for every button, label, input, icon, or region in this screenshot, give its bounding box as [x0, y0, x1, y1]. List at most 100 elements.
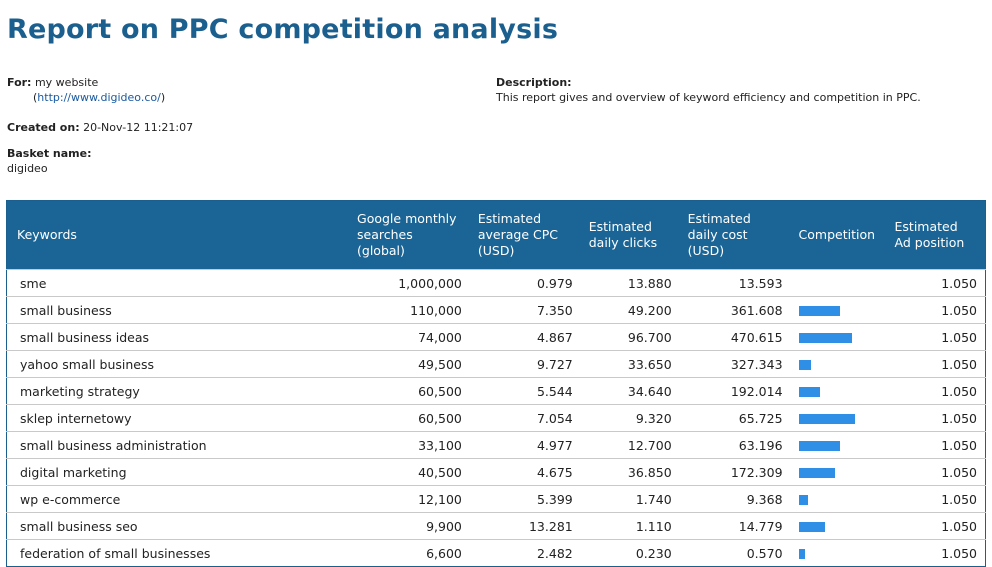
cost-cell: 63.196	[679, 431, 791, 459]
created-label: Created on:	[7, 121, 80, 134]
searches-cell: 40,500	[349, 458, 470, 486]
competition-cell	[790, 296, 887, 324]
searches-cell: 74,000	[349, 323, 470, 351]
position-cell: 1.050	[886, 485, 986, 513]
description-block: Description: This report gives and overv…	[496, 75, 921, 105]
competition-cell	[790, 458, 887, 486]
keyword-cell: marketing strategy	[6, 377, 350, 405]
cost-cell: 327.343	[679, 350, 791, 378]
cpc-cell: 5.399	[469, 485, 581, 513]
cost-cell: 13.593	[679, 269, 791, 297]
searches-cell: 6,600	[349, 539, 470, 567]
cpc-cell: 7.054	[469, 404, 581, 432]
searches-cell: 33,100	[349, 431, 470, 459]
clicks-cell: 96.700	[580, 323, 680, 351]
competition-bar	[798, 360, 811, 370]
cpc-cell: 2.482	[469, 539, 581, 567]
position-cell: 1.050	[886, 404, 986, 432]
searches-cell: 9,900	[349, 512, 470, 540]
url-close-paren: )	[160, 91, 166, 104]
table-row: digital marketing 40,500 4.675 36.850 172.30…	[6, 458, 986, 486]
competition-bar	[798, 333, 852, 343]
searches-cell: 12,100	[349, 485, 470, 513]
competition-bar	[798, 522, 825, 532]
competition-cell	[790, 431, 887, 459]
table-row: wp e-commerce 12,100 5.399 1.740 9.368 1.050	[6, 485, 986, 513]
table-row: yahoo small business 49,500 9.727 33.650 327…	[6, 350, 986, 378]
for-url-wrap: (http://www.digideo.co/)	[7, 91, 165, 104]
cost-cell: 14.779	[679, 512, 791, 540]
cost-cell: 172.309	[679, 458, 791, 486]
searches-cell: 110,000	[349, 296, 470, 324]
cpc-cell: 9.727	[469, 350, 581, 378]
table-row: small business ideas 74,000 4.867 96.700 470…	[6, 323, 986, 351]
col-header-cpc: Estimated average CPC (USD)	[469, 200, 581, 270]
competition-cell	[790, 323, 887, 351]
clicks-cell: 36.850	[580, 458, 680, 486]
keyword-cell: federation of small businesses	[6, 539, 350, 567]
basket-block: Basket name: digideo	[7, 146, 92, 176]
cost-cell: 65.725	[679, 404, 791, 432]
cost-cell: 361.608	[679, 296, 791, 324]
position-cell: 1.050	[886, 296, 986, 324]
table-row: marketing strategy 60,500 5.544 34.640 192.0…	[6, 377, 986, 405]
competition-bar	[798, 441, 840, 451]
url-open-paren: (	[33, 91, 38, 104]
competition-bar	[798, 414, 855, 424]
keyword-cell: small business seo	[6, 512, 350, 540]
created-value: 20-Nov-12 11:21:07	[83, 121, 194, 134]
clicks-cell: 12.700	[580, 431, 680, 459]
competition-cell	[790, 377, 887, 405]
col-header-searches: Google monthly searches (global)	[349, 200, 470, 270]
cpc-cell: 13.281	[469, 512, 581, 540]
keyword-cell: wp e-commerce	[6, 485, 350, 513]
searches-cell: 1,000,000	[349, 269, 470, 297]
clicks-cell: 13.880	[580, 269, 680, 297]
keyword-table: Keywords Google monthly searches (global…	[6, 200, 986, 567]
website-link[interactable]: http://www.digideo.co/	[37, 91, 161, 104]
for-label: For:	[7, 76, 32, 89]
clicks-cell: 33.650	[580, 350, 680, 378]
table-header-row: Keywords Google monthly searches (global…	[6, 200, 986, 270]
col-header-position: Estimated Ad position	[886, 200, 986, 270]
keyword-cell: small business	[6, 296, 350, 324]
competition-bar	[798, 387, 820, 397]
cost-cell: 192.014	[679, 377, 791, 405]
competition-cell	[790, 404, 887, 432]
table-row: small business seo 9,900 13.281 1.110 14.779…	[6, 512, 986, 540]
position-cell: 1.050	[886, 269, 986, 297]
cpc-cell: 4.675	[469, 458, 581, 486]
cost-cell: 9.368	[679, 485, 791, 513]
cpc-cell: 5.544	[469, 377, 581, 405]
keyword-cell: yahoo small business	[6, 350, 350, 378]
position-cell: 1.050	[886, 512, 986, 540]
competition-cell	[790, 485, 887, 513]
created-block: Created on: 20-Nov-12 11:21:07	[7, 120, 193, 135]
position-cell: 1.050	[886, 431, 986, 459]
table-row: small business 110,000 7.350 49.200 361.608 1…	[6, 296, 986, 324]
table-body: sme 1,000,000 0.979 13.880 13.593 1.050 small …	[6, 269, 986, 567]
table-row: federation of small businesses 6,600 2.482…	[6, 539, 986, 567]
keyword-cell: sme	[6, 269, 350, 297]
keyword-cell: small business administration	[6, 431, 350, 459]
position-cell: 1.050	[886, 350, 986, 378]
keyword-cell: small business ideas	[6, 323, 350, 351]
col-header-competition: Competition	[790, 200, 887, 270]
competition-bar	[798, 306, 840, 316]
page-title: Report on PPC competition analysis	[7, 14, 559, 45]
clicks-cell: 49.200	[580, 296, 680, 324]
cpc-cell: 4.977	[469, 431, 581, 459]
competition-cell	[790, 350, 887, 378]
position-cell: 1.050	[886, 323, 986, 351]
for-name: my website	[34, 76, 99, 89]
clicks-cell: 9.320	[580, 404, 680, 432]
clicks-cell: 1.740	[580, 485, 680, 513]
col-header-cost: Estimated daily cost (USD)	[679, 200, 791, 270]
table-row: small business administration 33,100 4.977…	[6, 431, 986, 459]
position-cell: 1.050	[886, 377, 986, 405]
for-block: For: my website (http://www.digideo.co/)	[7, 75, 165, 105]
competition-bar	[798, 495, 808, 505]
table-row: sklep internetowy 60,500 7.054 9.320 65.725 1…	[6, 404, 986, 432]
clicks-cell: 1.110	[580, 512, 680, 540]
keyword-cell: sklep internetowy	[6, 404, 350, 432]
